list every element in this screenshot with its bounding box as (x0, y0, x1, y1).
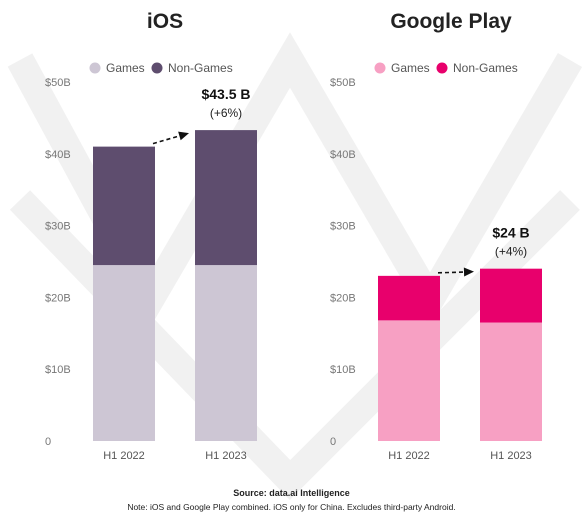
googleplay-y-tick-1: $10B (330, 364, 356, 376)
googleplay-x-tick-0: H1 2022 (388, 450, 430, 462)
ios-bar-games-1 (195, 265, 257, 441)
googleplay-bar-games-0 (378, 320, 440, 441)
ios-legend-games-swatch (89, 62, 101, 74)
ios-legend-nongames-label: Non-Games (168, 61, 233, 75)
googleplay-y-tick-2: $20B (330, 292, 356, 304)
googleplay-change-percent: (+4%) (495, 245, 527, 259)
ios-y-tick-0: 0 (45, 436, 51, 448)
googleplay-legend-games-swatch (374, 62, 386, 74)
googleplay-chart-title: Google Play (390, 10, 512, 33)
googleplay-legend-nongames-label: Non-Games (453, 61, 518, 75)
ios-change-percent: (+6%) (210, 106, 242, 120)
googleplay-x-tick-1: H1 2023 (490, 450, 532, 462)
ios-annotation: $43.5 B (+6%) (152, 86, 251, 145)
ios-x-tick-1: H1 2023 (205, 450, 247, 462)
ios-bar-games-0 (93, 265, 155, 441)
ios-y-tick-3: $30B (45, 221, 71, 233)
ios-chart-panel: iOS Games Non-Games 0 $10B $20B $30B $40B $50… (45, 10, 257, 462)
googleplay-growth-arrow (437, 271, 467, 274)
googleplay-x-axis: H1 2022 H1 2023 (388, 450, 532, 462)
ios-legend-nongames-swatch (151, 62, 163, 74)
ios-x-axis: H1 2022 H1 2023 (103, 450, 247, 462)
ios-x-tick-0: H1 2022 (103, 450, 145, 462)
ios-growth-arrowhead (178, 131, 189, 141)
googleplay-y-axis: 0 $10B $20B $30B $40B $50B (330, 77, 356, 448)
googleplay-total-value: $24 B (492, 225, 529, 241)
googleplay-legend: Games Non-Games (374, 61, 518, 75)
ios-growth-arrow (152, 134, 182, 145)
googleplay-growth-arrowhead (463, 267, 474, 277)
googleplay-bar-nongames-0 (378, 275, 440, 321)
ios-bar-nongames-1 (195, 130, 257, 266)
source-note: Source: data.ai Intelligence (233, 488, 350, 498)
googleplay-bar-nongames-1 (480, 268, 542, 323)
ios-bars (93, 130, 257, 441)
googleplay-annotation: $24 B (+4%) (437, 225, 530, 277)
googleplay-y-tick-3: $30B (330, 221, 356, 233)
ios-y-tick-4: $40B (45, 149, 71, 161)
googleplay-y-tick-5: $50B (330, 77, 356, 89)
googleplay-legend-games-label: Games (391, 61, 430, 75)
googleplay-y-tick-0: 0 (330, 436, 336, 448)
ios-bar-nongames-0 (93, 146, 155, 266)
ios-total-value: $43.5 B (201, 86, 250, 102)
googleplay-bars (378, 268, 542, 441)
googleplay-y-tick-4: $40B (330, 149, 356, 161)
googleplay-bar-games-1 (480, 322, 542, 441)
ios-y-tick-2: $20B (45, 292, 71, 304)
footnote: Note: iOS and Google Play combined. iOS … (127, 502, 456, 512)
ios-chart-title: iOS (147, 10, 183, 33)
googleplay-legend-nongames-swatch (436, 62, 448, 74)
ios-y-axis: 0 $10B $20B $30B $40B $50B (45, 77, 71, 448)
googleplay-chart-panel: Google Play Games Non-Games 0 $10B $20B $30… (330, 10, 542, 462)
ios-y-tick-1: $10B (45, 364, 71, 376)
ios-y-tick-5: $50B (45, 77, 71, 89)
ios-legend: Games Non-Games (89, 61, 233, 75)
ios-legend-games-label: Games (106, 61, 145, 75)
